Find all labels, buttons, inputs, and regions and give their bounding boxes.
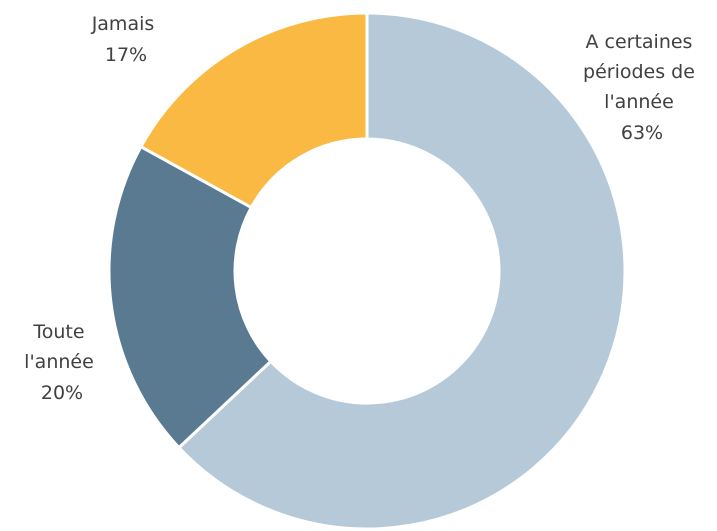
slice-percent-label: 63% [621,122,663,144]
slice-label-line: périodes de [583,61,695,83]
slice-label-periodes: A certaines périodes de l'année 63% [583,31,701,144]
slices [107,11,627,531]
slice-label-line: A certaines [585,31,692,53]
slice-label-line: l'année [604,91,674,113]
slice-label-line: l'année [24,351,94,373]
slice-label-line: Toute [32,321,84,343]
slice-label-line: Jamais [91,13,155,35]
slice-label-jamais: Jamais 17% [91,13,161,66]
slice-percent-label: 20% [41,382,83,404]
donut-slice [107,144,273,450]
slice-label-toute-lannee: Toute l'année 20% [24,321,100,404]
slice-percent-label: 17% [105,44,147,66]
donut-slice [176,11,627,531]
donut-slice [138,11,369,210]
